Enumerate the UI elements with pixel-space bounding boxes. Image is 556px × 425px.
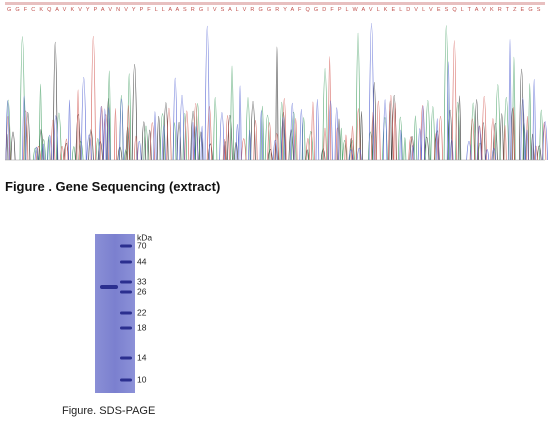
ladder-band [120,378,132,382]
ladder-band [120,311,132,315]
marker-ladder [120,244,132,382]
ladder-band [120,280,132,284]
nucleotide-strip [5,2,545,5]
trace [5,25,544,161]
marker-label: 18 [137,322,147,332]
marker-label: 26 [137,286,147,296]
ladder-band [120,260,132,264]
marker-label: 10 [137,374,147,384]
ladder-band [120,326,132,330]
trace [5,41,542,161]
ladder-band [120,244,132,248]
amino-acid-sequence: G G F C K Q A V K V Y P A V N V Y P F L … [7,7,542,13]
ladder-band [120,290,132,294]
marker-label: 44 [137,256,147,266]
gel-caption: Figure. SDS-PAGE [62,405,155,417]
marker-label: 22 [137,307,147,317]
unit-label: kDa [137,232,152,242]
marker-label: 70 [137,240,147,250]
trace [5,23,548,161]
sequencing-caption: Figure . Gene Sequencing (extract) [5,179,220,194]
chromatogram [5,23,548,161]
ladder-band [120,356,132,360]
sample-band [100,285,118,289]
marker-label: 14 [137,352,147,362]
marker-label: 33 [137,276,147,286]
